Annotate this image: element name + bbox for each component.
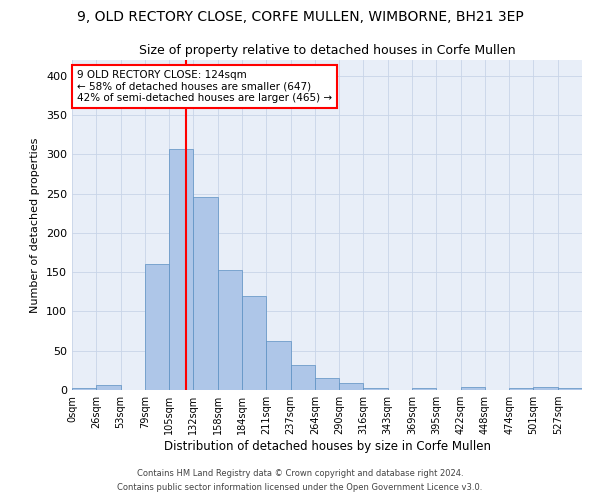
- Bar: [145, 264, 169, 390]
- Bar: [193, 198, 218, 390]
- Bar: [364, 388, 388, 390]
- Bar: [242, 296, 266, 390]
- Y-axis label: Number of detached properties: Number of detached properties: [31, 138, 40, 312]
- Text: Contains public sector information licensed under the Open Government Licence v3: Contains public sector information licen…: [118, 484, 482, 492]
- Bar: [266, 342, 290, 390]
- Bar: [96, 386, 121, 390]
- Text: 9 OLD RECTORY CLOSE: 124sqm
← 58% of detached houses are smaller (647)
42% of se: 9 OLD RECTORY CLOSE: 124sqm ← 58% of det…: [77, 70, 332, 103]
- Bar: [72, 388, 96, 390]
- Text: 9, OLD RECTORY CLOSE, CORFE MULLEN, WIMBORNE, BH21 3EP: 9, OLD RECTORY CLOSE, CORFE MULLEN, WIMB…: [77, 10, 523, 24]
- Bar: [461, 387, 485, 390]
- Bar: [533, 387, 558, 390]
- Title: Size of property relative to detached houses in Corfe Mullen: Size of property relative to detached ho…: [139, 44, 515, 58]
- Bar: [558, 388, 582, 390]
- Bar: [412, 388, 436, 390]
- Bar: [169, 149, 193, 390]
- Text: Contains HM Land Registry data © Crown copyright and database right 2024.: Contains HM Land Registry data © Crown c…: [137, 468, 463, 477]
- Bar: [315, 378, 339, 390]
- Bar: [339, 383, 364, 390]
- Bar: [218, 270, 242, 390]
- X-axis label: Distribution of detached houses by size in Corfe Mullen: Distribution of detached houses by size …: [163, 440, 491, 453]
- Bar: [290, 365, 315, 390]
- Bar: [509, 388, 533, 390]
